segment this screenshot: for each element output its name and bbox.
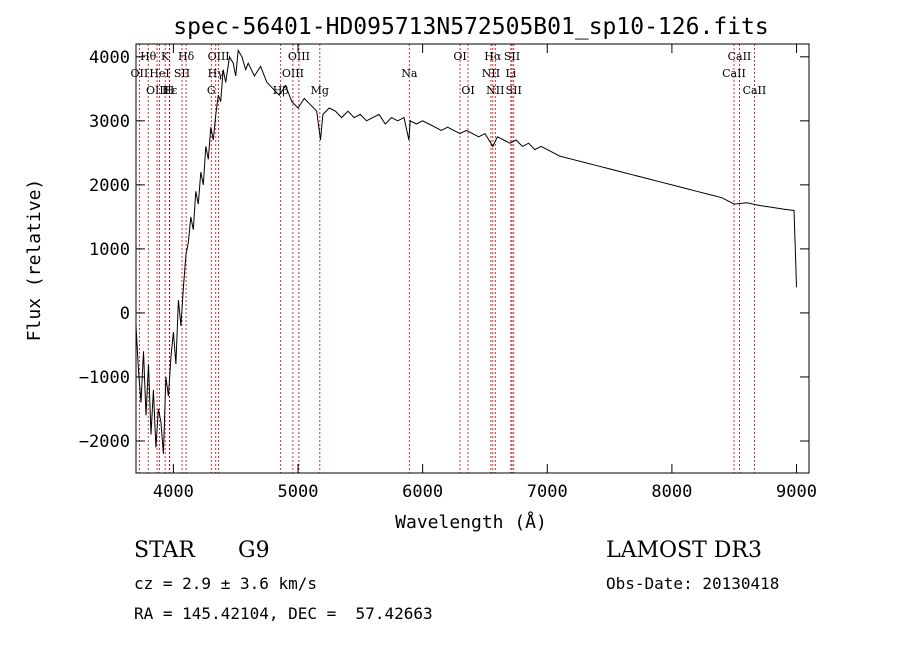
emission-line-label: OI — [453, 50, 466, 63]
y-axis-label: Flux (relative) — [24, 179, 45, 342]
emission-line-label: OIII — [146, 84, 168, 97]
emission-line-label: Mg — [311, 84, 329, 97]
emission-line-label: Hε — [162, 84, 178, 97]
emission-line-label: OI — [461, 84, 474, 97]
emission-line-label: Hδ — [178, 50, 195, 63]
x-tick-label: 9000 — [776, 482, 817, 502]
emission-line-label: OIII — [208, 50, 230, 63]
emission-line-label: SII — [174, 67, 190, 80]
y-tick-label: 3000 — [89, 112, 130, 132]
x-axis-ticks: 4000 5000 6000 7000 8000 9000 — [153, 44, 817, 502]
y-tick-label: 4000 — [89, 48, 130, 68]
emission-line-label: Hα — [484, 50, 502, 63]
x-tick-label: 5000 — [278, 482, 319, 502]
emission-line-label: CaII — [722, 67, 746, 80]
x-axis-label: Wavelength (Å) — [395, 511, 547, 533]
x-tick-label: 8000 — [651, 482, 692, 502]
emission-line-label: SII — [504, 50, 520, 63]
emission-line-label: CaII — [743, 84, 767, 97]
emission-line-label: Li — [505, 67, 516, 80]
y-axis-ticks: −2000 −1000 0 1000 2000 3000 4000 — [79, 48, 809, 452]
object-class: STAR — [134, 538, 195, 563]
x-tick-label: 6000 — [402, 482, 443, 502]
y-tick-label: 1000 — [89, 240, 130, 260]
chart-title: spec-56401-HD095713N572505B01_sp10-126.f… — [173, 14, 768, 40]
emission-line-label: G — [207, 84, 216, 97]
x-tick-label: 4000 — [153, 482, 194, 502]
emission-line-label: HeI — [149, 67, 169, 80]
emission-line-label: Hθ — [140, 50, 157, 63]
emission-line-label: CaII — [728, 50, 752, 63]
spectrum-series-line — [135, 48, 797, 454]
emission-line-label: K — [161, 50, 170, 63]
survey-name: LAMOST DR3 — [606, 538, 762, 563]
emission-line-label: SII — [506, 84, 522, 97]
plot-frame — [135, 43, 810, 474]
y-tick-label: −2000 — [79, 432, 130, 452]
y-tick-label: 2000 — [89, 176, 130, 196]
emission-line-label: H — [165, 84, 175, 97]
ra-dec-coordinates: RA = 145.42104, DEC = 57.42663 — [134, 604, 433, 623]
y-tick-label: 0 — [120, 304, 130, 324]
emission-line-label: Na — [401, 67, 418, 80]
y-tick-label: −1000 — [79, 368, 130, 388]
observation-date: Obs-Date: 20130418 — [606, 574, 780, 593]
emission-line-markers — [138, 44, 755, 473]
emission-line-label: OIII — [288, 50, 310, 63]
spectrum-chart: spec-56401-HD095713N572505B01_sp10-126.f… — [24, 14, 817, 533]
emission-line-label: NII — [482, 67, 500, 80]
emission-line-label: NII — [486, 84, 504, 97]
emission-line-label: OIII — [282, 67, 304, 80]
emission-line-label: Hγ — [208, 67, 225, 80]
emission-line-label: OII — [131, 67, 149, 80]
x-tick-label: 7000 — [527, 482, 568, 502]
object-subclass: G9 — [238, 538, 270, 563]
redshift-velocity: cz = 2.9 ± 3.6 km/s — [134, 574, 318, 593]
